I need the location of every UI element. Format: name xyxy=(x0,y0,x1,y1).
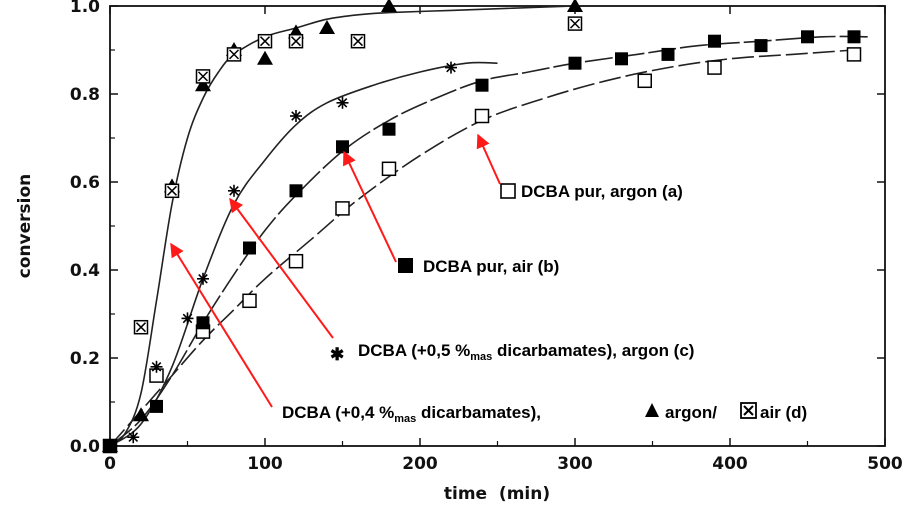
data-point-filled-square xyxy=(801,30,814,44)
data-point-crossed-open-square xyxy=(288,33,304,49)
data-point-crossed-open-square xyxy=(133,319,149,335)
axes: 0 100 200 300 400 500 0.0 0.2 0.4 0.6 0.8 1.0 xyxy=(70,0,903,474)
annotation-c-post: dicarbamates), argon (c) xyxy=(492,341,694,360)
annotation-c-text: DCBA (+0,5 %mas dicarbamates), argon (c) xyxy=(358,341,694,363)
data-point-asterisk xyxy=(197,272,209,285)
annotation-c-sub: mas xyxy=(470,351,492,363)
data-point-crossed-open-square xyxy=(257,33,273,49)
y-tick-label: 0.8 xyxy=(70,85,100,105)
fit-curves xyxy=(109,5,870,447)
annotation-d-pre: DCBA (+0,4 % xyxy=(282,403,394,422)
data-point-filled-square xyxy=(568,56,582,70)
data-point-filled-square xyxy=(661,47,675,61)
annotation-b: DCBA pur, air (b) xyxy=(398,257,559,276)
y-tick-label: 0.6 xyxy=(70,173,100,193)
data-point-open-square xyxy=(846,47,862,62)
data-point-open-square xyxy=(707,60,722,75)
arrow-c xyxy=(229,197,334,339)
annotation-a-text: DCBA pur, argon (a) xyxy=(521,182,683,201)
data-point-asterisk xyxy=(181,312,194,325)
data-point-crossed-open-square xyxy=(195,69,211,84)
plot-frame xyxy=(109,5,886,447)
x-axis-title: time (min) xyxy=(444,484,550,504)
data-point-open-square xyxy=(335,201,350,216)
annotation-d-post: dicarbamates), xyxy=(416,403,545,422)
data-point-filled-triangle xyxy=(567,0,583,12)
annotation-d-text: DCBA (+0,4 %mas dicarbamates), xyxy=(282,403,546,425)
annotation-d-argon: argon/ xyxy=(665,403,717,422)
y-tick-label: 1.0 xyxy=(70,0,100,17)
data-point-filled-square xyxy=(289,184,303,198)
fit-curve-filled-square xyxy=(109,35,870,447)
x-tick-label: 400 xyxy=(712,454,748,474)
data-point-filled-triangle xyxy=(102,438,118,452)
data-point-filled-square xyxy=(150,399,163,413)
annotation-c-pre: DCBA (+0,5 % xyxy=(358,341,470,360)
y-tick-label: 0.0 xyxy=(70,437,100,457)
legend-triangle-icon xyxy=(645,403,659,417)
data-point-asterisk xyxy=(445,61,457,74)
fit-curve-asterisk xyxy=(109,61,498,447)
data-point-filled-square xyxy=(708,34,721,48)
data-point-open-square xyxy=(381,161,397,177)
data-point-filled-triangle xyxy=(195,77,211,92)
x-tick-label: 200 xyxy=(402,454,438,474)
data-point-filled-square xyxy=(382,122,396,136)
data-point-open-square xyxy=(474,108,490,124)
data-point-asterisk xyxy=(336,96,349,109)
x-tick-label: 0 xyxy=(104,454,116,474)
x-tick-label: 100 xyxy=(247,454,283,474)
data-point-filled-square xyxy=(475,78,489,92)
data-point-asterisk xyxy=(150,360,163,373)
arrow-b xyxy=(343,150,397,263)
data-point-asterisk xyxy=(127,431,140,444)
legend-asterisk-icon: ✱ xyxy=(330,345,344,364)
arrow-d xyxy=(170,242,273,408)
annotation-a: DCBA pur, argon (a) xyxy=(500,182,683,201)
annotation-d-air: air (d) xyxy=(760,403,807,422)
y-tick-label: 0.2 xyxy=(70,349,100,369)
legend-filled-square-icon xyxy=(398,258,413,273)
data-point-filled-triangle xyxy=(133,407,149,422)
legend-open-square-icon xyxy=(500,183,516,199)
data-point-filled-square xyxy=(847,30,861,44)
data-point-filled-square xyxy=(243,241,256,255)
data-point-open-square xyxy=(637,73,652,89)
data-markers xyxy=(102,0,862,454)
legend-crossed-square-icon xyxy=(740,402,757,419)
x-tick-label: 500 xyxy=(867,454,903,474)
data-point-filled-square xyxy=(615,52,628,66)
data-point-crossed-open-square xyxy=(350,33,366,49)
data-point-open-square xyxy=(288,253,304,269)
data-point-filled-square xyxy=(336,140,349,154)
data-point-filled-triangle xyxy=(257,50,273,65)
data-point-filled-square xyxy=(196,316,210,330)
data-point-crossed-open-square xyxy=(567,16,583,31)
y-axis-title: conversion xyxy=(15,174,35,279)
fit-curve-filled-triangle xyxy=(109,5,576,447)
data-point-filled-triangle xyxy=(319,20,335,34)
annotation-d-sub: mas xyxy=(394,413,416,425)
arrow-a xyxy=(476,133,501,185)
data-point-asterisk xyxy=(228,184,240,197)
annotation-d: DCBA (+0,4 %mas dicarbamates), argon/ ai… xyxy=(282,402,807,425)
annotation-b-text: DCBA pur, air (b) xyxy=(423,257,559,276)
data-point-crossed-open-square xyxy=(164,183,180,199)
data-point-asterisk xyxy=(290,110,302,122)
data-point-crossed-open-square xyxy=(226,47,242,62)
y-tick-label: 0.4 xyxy=(70,261,100,281)
x-tick-label: 300 xyxy=(557,454,593,474)
data-point-open-square xyxy=(242,293,257,309)
annotation-c: ✱ DCBA (+0,5 %mas dicarbamates), argon (… xyxy=(330,341,694,364)
fit-curve-open-square xyxy=(109,49,855,447)
data-point-filled-triangle xyxy=(381,0,397,12)
data-point-filled-square xyxy=(754,39,768,53)
